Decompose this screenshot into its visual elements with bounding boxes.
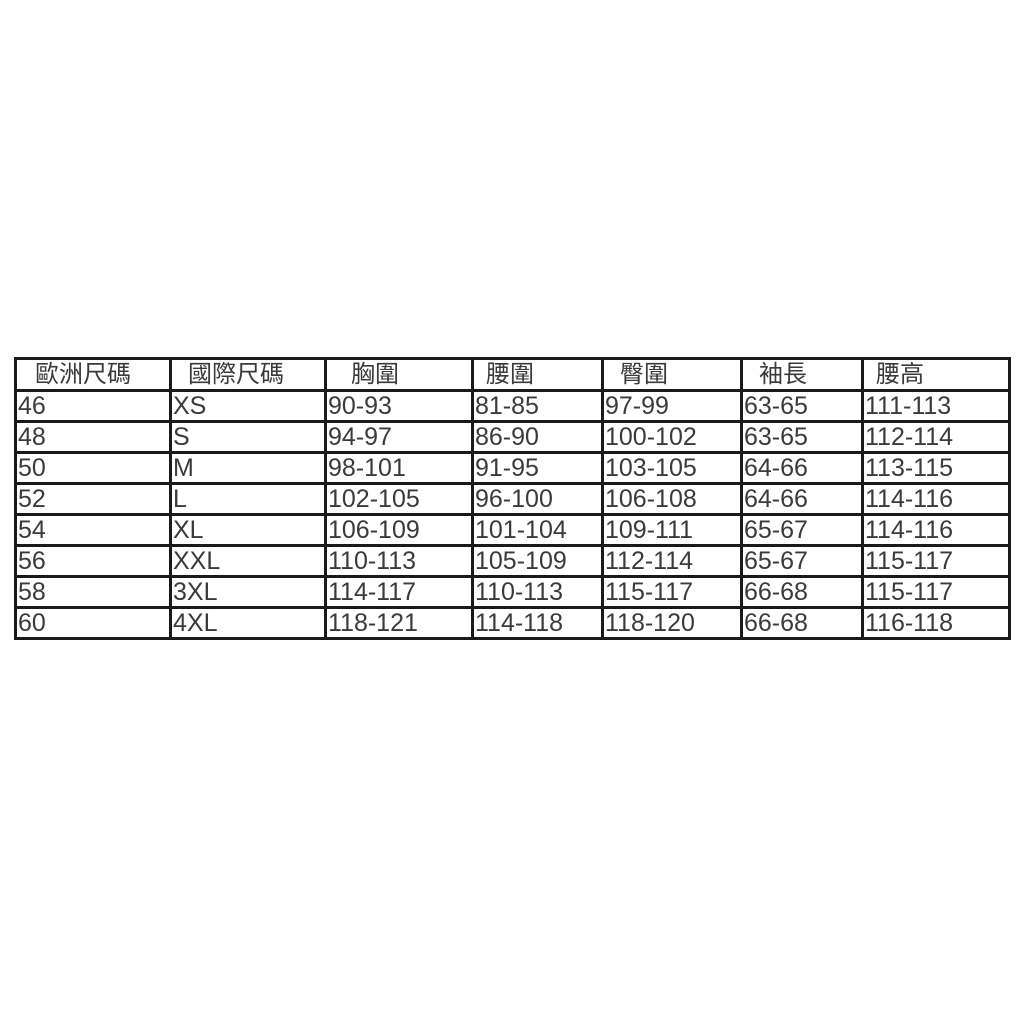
table-row: 56 XXL 110-113 105-109 112-114 65-67 115-117 — [14, 544, 1011, 578]
cell-hip: 103-105 — [601, 451, 743, 485]
table-row: 48 S 94-97 86-90 100-102 63-65 112-114 — [14, 420, 1011, 454]
cell-chest: 90-93 — [324, 389, 474, 423]
cell-eu-size: 50 — [14, 451, 172, 485]
cell-eu-size: 48 — [14, 420, 172, 454]
table-row: 54 XL 106-109 101-104 109-111 65-67 114-116 — [14, 513, 1011, 547]
cell-eu-size: 58 — [14, 575, 172, 609]
cell-waist: 110-113 — [471, 575, 604, 609]
cell-waist: 96-100 — [471, 482, 604, 516]
cell-waist: 86-90 — [471, 420, 604, 454]
cell-waist: 101-104 — [471, 513, 604, 547]
cell-sleeve-length: 65-67 — [740, 513, 864, 547]
cell-waist: 114-118 — [471, 606, 604, 640]
cell-chest: 114-117 — [324, 575, 474, 609]
table-row: 50 M 98-101 91-95 103-105 64-66 113-115 — [14, 451, 1011, 485]
header-chest: 胸圍 — [324, 357, 474, 392]
cell-hip: 118-120 — [601, 606, 743, 640]
header-intl-size: 國際尺碼 — [169, 357, 327, 392]
cell-intl-size: 3XL — [169, 575, 327, 609]
cell-intl-size: XXL — [169, 544, 327, 578]
cell-waist-height: 115-117 — [861, 575, 1011, 609]
cell-waist-height: 116-118 — [861, 606, 1011, 640]
cell-intl-size: 4XL — [169, 606, 327, 640]
header-waist: 腰圍 — [471, 357, 604, 392]
cell-sleeve-length: 63-65 — [740, 389, 864, 423]
header-eu-size: 歐洲尺碼 — [14, 357, 172, 392]
cell-hip: 100-102 — [601, 420, 743, 454]
cell-chest: 98-101 — [324, 451, 474, 485]
cell-waist-height: 115-117 — [861, 544, 1011, 578]
cell-chest: 102-105 — [324, 482, 474, 516]
size-chart-table: 歐洲尺碼 國際尺碼 胸圍 腰圍 臀圍 袖長 腰高 46 XS 90-93 81-85 97-99 63… — [14, 357, 1011, 640]
table-row: 52 L 102-105 96-100 106-108 64-66 114-116 — [14, 482, 1011, 516]
header-waist-height: 腰高 — [861, 357, 1011, 392]
cell-intl-size: XL — [169, 513, 327, 547]
cell-eu-size: 54 — [14, 513, 172, 547]
cell-sleeve-length: 65-67 — [740, 544, 864, 578]
cell-hip: 106-108 — [601, 482, 743, 516]
cell-hip: 112-114 — [601, 544, 743, 578]
header-hip: 臀圍 — [601, 357, 743, 392]
cell-hip: 109-111 — [601, 513, 743, 547]
cell-eu-size: 60 — [14, 606, 172, 640]
cell-intl-size: S — [169, 420, 327, 454]
cell-chest: 118-121 — [324, 606, 474, 640]
cell-waist-height: 112-114 — [861, 420, 1011, 454]
cell-waist-height: 114-116 — [861, 482, 1011, 516]
cell-intl-size: M — [169, 451, 327, 485]
cell-waist-height: 111-113 — [861, 389, 1011, 423]
cell-waist: 91-95 — [471, 451, 604, 485]
table-row: 46 XS 90-93 81-85 97-99 63-65 111-113 — [14, 389, 1011, 423]
cell-chest: 94-97 — [324, 420, 474, 454]
table-row: 58 3XL 114-117 110-113 115-117 66-68 115-117 — [14, 575, 1011, 609]
header-row: 歐洲尺碼 國際尺碼 胸圍 腰圍 臀圍 袖長 腰高 — [14, 357, 1011, 392]
cell-sleeve-length: 63-65 — [740, 420, 864, 454]
cell-sleeve-length: 64-66 — [740, 482, 864, 516]
cell-intl-size: L — [169, 482, 327, 516]
cell-eu-size: 56 — [14, 544, 172, 578]
cell-waist: 81-85 — [471, 389, 604, 423]
cell-eu-size: 46 — [14, 389, 172, 423]
cell-hip: 115-117 — [601, 575, 743, 609]
cell-sleeve-length: 64-66 — [740, 451, 864, 485]
cell-waist-height: 113-115 — [861, 451, 1011, 485]
cell-chest: 110-113 — [324, 544, 474, 578]
cell-eu-size: 52 — [14, 482, 172, 516]
cell-hip: 97-99 — [601, 389, 743, 423]
cell-waist: 105-109 — [471, 544, 604, 578]
cell-waist-height: 114-116 — [861, 513, 1011, 547]
header-sleeve-length: 袖長 — [740, 357, 864, 392]
cell-sleeve-length: 66-68 — [740, 606, 864, 640]
cell-sleeve-length: 66-68 — [740, 575, 864, 609]
table-row: 60 4XL 118-121 114-118 118-120 66-68 116-118 — [14, 606, 1011, 640]
cell-chest: 106-109 — [324, 513, 474, 547]
cell-intl-size: XS — [169, 389, 327, 423]
